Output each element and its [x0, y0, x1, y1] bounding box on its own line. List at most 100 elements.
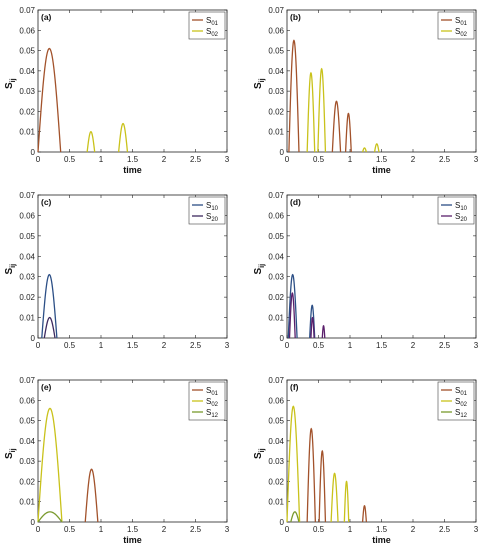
- x-tick-label: 2: [162, 341, 167, 350]
- series-20-pulse-2: [310, 316, 315, 339]
- series-01-pulse-1: [84, 468, 99, 523]
- y-axis-label: Sij: [253, 78, 266, 89]
- y-tick-label: 0.06: [268, 211, 284, 220]
- series-20-pulse-1: [43, 316, 56, 339]
- legend-entry-sub: 12: [211, 413, 218, 419]
- y-axis-label-main: S: [253, 268, 264, 275]
- y-tick-label: 0.05: [19, 417, 35, 426]
- panel-b: 0 0.01 0.02 0.03 0.04 0.05 0.06 0.07 0 0.5 1 1.5 2 2.…: [253, 6, 479, 175]
- series-01-pulse-1: [306, 427, 316, 523]
- legend-entry-sub: 12: [460, 413, 467, 419]
- y-tick-label: 0.01: [268, 314, 284, 323]
- y-tick-label: 0.03: [268, 273, 284, 282]
- panel-label: (d): [290, 197, 301, 207]
- x-tick-label: 1: [99, 525, 104, 534]
- legend-entry-sub: 02: [211, 32, 218, 38]
- y-tick-label: 0.06: [19, 26, 35, 35]
- y-tick-label: 0: [31, 148, 36, 157]
- y-tick-label: 0.05: [268, 47, 284, 56]
- y-axis-label-main: S: [253, 82, 264, 89]
- y-tick-label: 0.03: [268, 87, 284, 96]
- y-tick-label: 0.07: [268, 376, 284, 385]
- x-tick-label: 0: [36, 525, 41, 534]
- series-02-pulse-1: [306, 71, 316, 153]
- legend-entry-name: S: [455, 397, 460, 406]
- y-tick-label: 0.05: [19, 232, 35, 241]
- x-tick-label: 3: [474, 525, 479, 534]
- series-01-pulse-2: [331, 100, 342, 153]
- x-tick-label: 2.5: [439, 525, 451, 534]
- y-axis-label-sub: ij: [259, 448, 266, 452]
- y-tick-label: 0.07: [19, 191, 35, 200]
- x-tick-label: 1: [99, 341, 104, 350]
- x-tick-label: 3: [225, 155, 230, 164]
- y-tick-label: 0.04: [268, 67, 284, 76]
- legend-entry: S20: [206, 212, 219, 223]
- legend-entry-sub: 01: [211, 391, 218, 397]
- x-tick-label: 1: [348, 341, 353, 350]
- legend-entry-sub: 10: [460, 206, 467, 212]
- y-tick-label: 0.03: [268, 457, 284, 466]
- legend-entry-name: S: [206, 212, 211, 221]
- legend-entry: S02: [455, 397, 468, 408]
- y-tick-label: 0.05: [268, 232, 284, 241]
- legend-entry: S12: [206, 408, 219, 419]
- x-tick-label: 0.5: [64, 341, 76, 350]
- y-axis-label: Sij: [4, 264, 17, 275]
- y-tick-label: 0.02: [19, 477, 35, 486]
- y-axis-label-main: S: [4, 82, 15, 89]
- series-02-pulse-2: [330, 472, 339, 523]
- y-tick-label: 0.02: [268, 107, 284, 116]
- legend-entry: S02: [206, 27, 219, 38]
- x-tick-label: 1.5: [127, 525, 139, 534]
- y-tick-label: 0.04: [19, 252, 35, 261]
- y-tick-label: 0.05: [19, 47, 35, 56]
- y-tick-label: 0.06: [19, 396, 35, 405]
- series-12-pulse-1: [290, 511, 300, 523]
- legend-entry-name: S: [206, 386, 211, 395]
- y-tick-label: 0.06: [268, 26, 284, 35]
- x-tick-label: 0.5: [313, 155, 325, 164]
- x-axis-label: time: [372, 165, 391, 175]
- y-tick-label: 0.04: [19, 437, 35, 446]
- x-tick-label: 0.5: [313, 341, 325, 350]
- x-tick-label: 3: [225, 341, 230, 350]
- x-axis-label: time: [123, 535, 142, 545]
- legend-entry-sub: 01: [460, 391, 467, 397]
- legend-entry-name: S: [206, 27, 211, 36]
- y-tick-label: 0.07: [268, 6, 284, 15]
- y-axis-label: Sij: [4, 448, 17, 459]
- x-axis-label: time: [123, 165, 142, 175]
- y-tick-label: 0: [280, 148, 285, 157]
- x-tick-label: 2: [162, 155, 167, 164]
- x-tick-label: 2.5: [190, 155, 202, 164]
- legend-entry-name: S: [206, 16, 211, 25]
- x-tick-label: 1.5: [376, 155, 388, 164]
- y-tick-label: 0: [31, 334, 36, 343]
- series-01-pulse-3: [361, 505, 368, 523]
- series-10-pulse-1: [287, 273, 298, 339]
- x-tick-label: 1.5: [127, 155, 139, 164]
- x-tick-label: 2.5: [190, 341, 202, 350]
- x-tick-label: 0: [285, 525, 290, 534]
- y-axis-label-sub: ij: [259, 78, 266, 82]
- x-axis-label: time: [372, 535, 391, 545]
- y-tick-label: 0: [280, 518, 285, 527]
- legend-entry: S01: [455, 16, 468, 27]
- legend-box: [188, 196, 226, 225]
- y-tick-label: 0.07: [19, 6, 35, 15]
- series-10-pulse-1: [41, 273, 58, 339]
- x-tick-label: 0: [36, 155, 41, 164]
- y-tick-label: 0.02: [268, 477, 284, 486]
- y-tick-label: 0.06: [268, 396, 284, 405]
- y-tick-label: 0.04: [268, 252, 284, 261]
- y-tick-label: 0.07: [19, 376, 35, 385]
- panel-label: (f): [290, 382, 299, 392]
- y-tick-label: 0.04: [268, 437, 284, 446]
- legend-entry-sub: 02: [460, 32, 467, 38]
- y-axis-label: Sij: [253, 448, 266, 459]
- y-tick-label: 0.03: [19, 457, 35, 466]
- panel-label: (a): [41, 12, 52, 22]
- x-tick-label: 0.5: [64, 525, 76, 534]
